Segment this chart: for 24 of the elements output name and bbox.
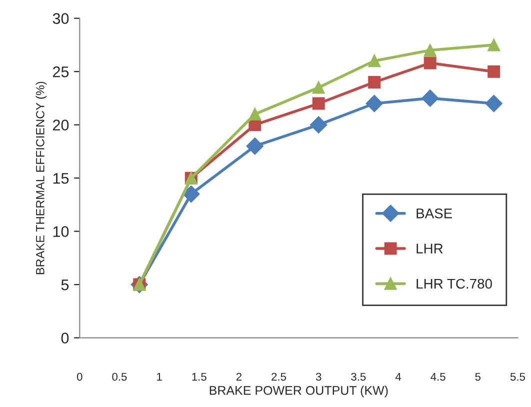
y-tick-label: 30 [52, 13, 69, 24]
y-axis-title: BRAKE THERMAL EFFICIENCY (%) [36, 82, 47, 274]
x-axis-title: BRAKE POWER OUTPUT (KW) [210, 386, 388, 398]
legend-label: LHR TC.780 [416, 278, 492, 289]
x-tick-label: 3 [316, 372, 322, 381]
x-tick-label: 1 [157, 372, 162, 381]
x-tick-label: 4.5 [430, 372, 446, 381]
x-tick-label: 1.5 [192, 372, 206, 381]
legend-label: BASE [416, 208, 452, 218]
x-tick-label: 5 [475, 372, 481, 381]
x-tick-label: 2 [236, 372, 242, 381]
y-tick-label: 25 [53, 66, 69, 78]
x-tick-label: 3.5 [351, 372, 366, 381]
x-tick-label: 5.5 [510, 372, 525, 381]
x-tick-label: 4 [395, 372, 402, 381]
x-tick-label: 0 [76, 372, 82, 381]
legend-label: LHR [416, 244, 443, 254]
x-tick-label: 0.5 [112, 372, 127, 381]
y-tick-label: 15 [53, 173, 69, 184]
x-tick-label: 2.5 [272, 372, 286, 381]
y-tick-label: 20 [53, 120, 69, 130]
y-tick-label: 10 [53, 226, 69, 237]
y-tick-label: 5 [61, 280, 69, 290]
y-tick-label: 0 [61, 332, 69, 344]
